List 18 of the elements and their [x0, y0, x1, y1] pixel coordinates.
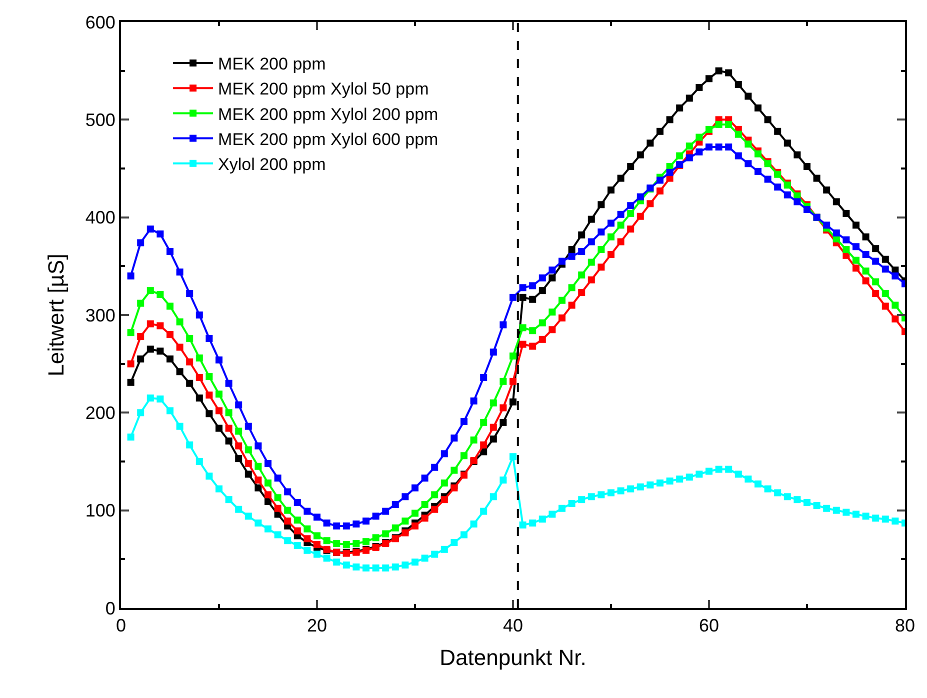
x-axis-title: Datenpunkt Nr.	[440, 645, 586, 670]
legend-label: MEK 200 ppm Xylol 200 ppm	[218, 104, 438, 124]
legend-label: MEK 200 ppm Xylol 50 ppm	[218, 80, 429, 99]
y-tick-label: 500	[85, 110, 116, 130]
x-tick-label: 20	[306, 616, 328, 636]
x-tick-label: 80	[894, 616, 916, 636]
y-tick-label: 400	[85, 208, 116, 228]
y-tick-label: 0	[105, 598, 116, 618]
y-tick-label: 200	[85, 402, 116, 423]
x-tick-label: 40	[502, 616, 524, 636]
y-axis-title: Leitwert [µS]	[44, 254, 69, 376]
legend-label: Xylol 200 ppm	[218, 155, 326, 174]
x-tick-label: 60	[698, 616, 720, 636]
y-tick-label: 600	[85, 12, 116, 32]
y-tick-label: 300	[85, 305, 116, 326]
y-tick-label: 100	[85, 500, 116, 521]
legend-label: MEK 200 ppm	[218, 54, 326, 74]
legend-label: MEK 200 ppm Xylol 600 ppm	[218, 130, 438, 149]
